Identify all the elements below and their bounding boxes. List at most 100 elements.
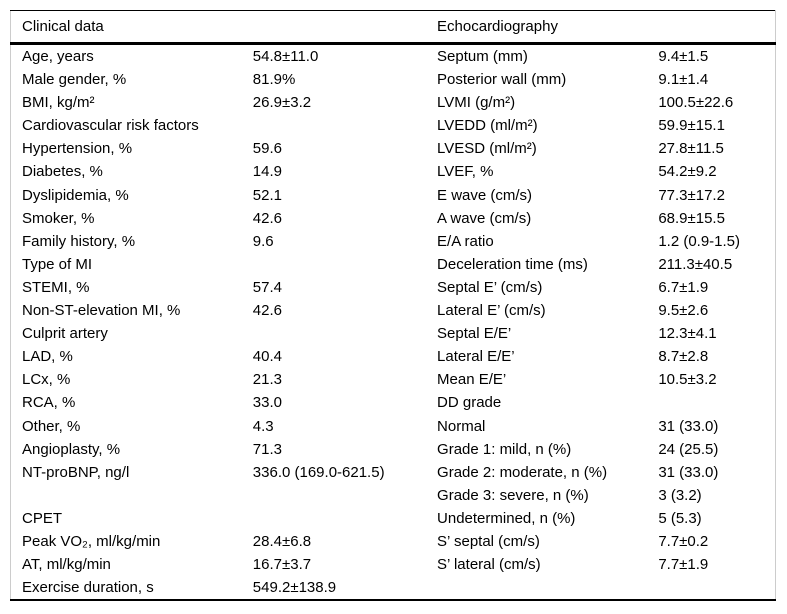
row-label-left: Type of MI	[22, 255, 93, 273]
row-value-left: 40.4	[252, 348, 282, 366]
table-row: Exercise duration, s 549.2±138.9	[11, 576, 776, 600]
row-label-right: S’ septal (cm/s)	[437, 532, 540, 550]
row-label-right: LVESD (ml/m²)	[437, 140, 537, 158]
row-label-right: Normal	[437, 417, 486, 435]
row-value-right: 3 (3.2)	[658, 486, 702, 504]
row-label-left: Non-ST-elevation MI, %	[22, 302, 181, 320]
row-label-left: Hypertension, %	[22, 140, 133, 158]
table-header-row: Clinical data Echocardiography	[10, 10, 776, 45]
row-label-right: Grade 2: moderate, n (%)	[437, 463, 608, 481]
row-label-left: Diabetes, %	[22, 163, 103, 181]
table-row: Male gender, % 81.9% Posterior wall (mm) 9.…	[11, 68, 776, 91]
row-value-left: 81.9%	[252, 71, 296, 89]
row-value-left: 21.3	[252, 371, 282, 389]
row-label-left	[11, 484, 253, 507]
table-row: LCx, % 21.3 Mean E/E’ 10.5±3.2	[11, 368, 776, 391]
row-value-left: 42.6	[252, 209, 282, 227]
row-value-right: 1.2 (0.9-1.5)	[658, 232, 741, 250]
row-value-left: 549.2±138.9	[252, 579, 337, 597]
row-label-right: Septal E/E’	[437, 325, 512, 343]
row-label-left: Other, %	[22, 417, 81, 435]
row-value-right: 8.7±2.8	[658, 348, 709, 366]
row-label-left: CPET	[22, 509, 63, 527]
row-label-right: S’ lateral (cm/s)	[437, 556, 541, 574]
row-value-left: 54.8±11.0	[252, 48, 319, 65]
row-label-right: LVMI (g/m²)	[437, 94, 516, 112]
row-value-right	[658, 391, 775, 414]
row-value-right: 100.5±22.6	[658, 94, 734, 112]
row-value-right: 10.5±3.2	[658, 371, 717, 389]
row-value-left: 336.0 (169.0-621.5)	[252, 463, 385, 481]
row-label-left: RCA, %	[22, 394, 76, 412]
row-value-left: 33.0	[252, 394, 282, 412]
row-value-right: 211.3±40.5	[658, 255, 733, 273]
row-value-left	[253, 484, 437, 507]
row-label-right: Septal E’ (cm/s)	[437, 278, 543, 296]
table-row: LAD, % 40.4 Lateral E/E’ 8.7±2.8	[11, 345, 776, 368]
row-label-right: DD grade	[437, 394, 502, 412]
row-label-right: Mean E/E’	[437, 371, 507, 389]
row-label-left: Dyslipidemia, %	[22, 186, 129, 204]
row-label-left: Smoker, %	[22, 209, 95, 227]
row-value-right: 9.5±2.6	[658, 302, 709, 320]
row-label-right: Lateral E’ (cm/s)	[437, 302, 546, 320]
table-row: Non-ST-elevation MI, % 42.6 Lateral E’ (cm…	[11, 299, 776, 322]
table-row: Family history, % 9.6 E/A ratio 1.2 (0.9-1.…	[11, 230, 776, 253]
row-value-left	[253, 114, 437, 137]
table-row: STEMI, % 57.4 Septal E’ (cm/s) 6.7±1.9	[11, 276, 776, 299]
row-label-left: STEMI, %	[22, 278, 90, 296]
row-value-right: 12.3±4.1	[658, 325, 717, 343]
table-row: Angioplasty, % 71.3 Grade 1: mild, n (%) 24…	[11, 438, 776, 461]
row-label-left: BMI, kg/m²	[22, 94, 95, 112]
row-value-left: 16.7±3.7	[252, 556, 312, 574]
row-value-left: 59.6	[252, 140, 282, 158]
row-value-right: 9.1±1.4	[658, 71, 709, 89]
table-row: Smoker, % 42.6 A wave (cm/s) 68.9±15.5	[11, 207, 776, 230]
row-value-right: 6.7±1.9	[658, 278, 709, 296]
row-label-right	[437, 576, 658, 600]
row-label-left: Family history, %	[22, 232, 136, 250]
row-label-right: E wave (cm/s)	[437, 186, 533, 204]
row-label-right: A wave (cm/s)	[437, 209, 532, 227]
row-value-right: 59.9±15.1	[658, 117, 725, 135]
row-value-left: 4.3	[252, 417, 274, 435]
table-row: Hypertension, % 59.6 LVESD (ml/m²) 27.8±11.…	[11, 137, 776, 160]
row-label-left: Cardiovascular risk factors	[22, 117, 199, 135]
row-value-left	[253, 253, 437, 276]
table-row: Grade 3: severe, n (%) 3 (3.2)	[11, 484, 776, 507]
row-label-right: LVEF, %	[437, 163, 494, 181]
row-label-left: LCx, %	[22, 371, 71, 389]
row-value-right: 68.9±15.5	[658, 209, 725, 227]
row-label-right: Grade 1: mild, n (%)	[437, 440, 572, 458]
table-row: Type of MI Deceleration time (ms) 211.3±40…	[11, 253, 776, 276]
row-value-right	[658, 576, 775, 600]
row-label-right: Undetermined, n (%)	[437, 509, 576, 527]
row-value-left: 52.1	[252, 186, 282, 204]
row-label-left: Male gender, %	[22, 71, 127, 89]
row-value-right: 24 (25.5)	[658, 440, 719, 458]
table-row: Age, years 54.8±11.0 Septum (mm) 9.4±1.5	[11, 44, 776, 69]
row-value-right: 27.8±11.5	[658, 140, 724, 158]
row-label-left: Exercise duration, s	[22, 579, 154, 597]
table-row: Cardiovascular risk factors LVEDD (ml/m²)…	[11, 114, 776, 137]
row-label-right: Septum (mm)	[437, 48, 528, 65]
row-value-left: 28.4±6.8	[252, 532, 312, 550]
row-value-left: 71.3	[252, 440, 282, 458]
row-value-right: 7.7±1.9	[658, 556, 709, 574]
table-row: RCA, % 33.0 DD grade	[11, 391, 776, 414]
row-value-right: 31 (33.0)	[658, 417, 719, 435]
row-label-right: Deceleration time (ms)	[437, 255, 588, 273]
row-value-right: 77.3±17.2	[658, 186, 725, 204]
table-body: Age, years 54.8±11.0 Septum (mm) 9.4±1.5 Mal…	[11, 44, 776, 601]
row-label-left: Culprit artery	[22, 325, 108, 343]
row-label-left: LAD, %	[22, 348, 73, 366]
clinical-characteristics-table: Clinical data Echocardiography Age, year…	[10, 10, 776, 602]
row-value-right: 7.7±0.2	[658, 532, 709, 550]
table-row: AT, ml/kg/min 16.7±3.7 S’ lateral (cm/s) 7.…	[11, 553, 776, 576]
row-label-right: Lateral E/E’	[437, 348, 515, 366]
header-echocardiography: Echocardiography	[437, 10, 776, 45]
row-value-left	[253, 507, 437, 530]
row-value-right: 31 (33.0)	[658, 463, 719, 481]
row-value-left: 26.9±3.2	[252, 94, 312, 112]
